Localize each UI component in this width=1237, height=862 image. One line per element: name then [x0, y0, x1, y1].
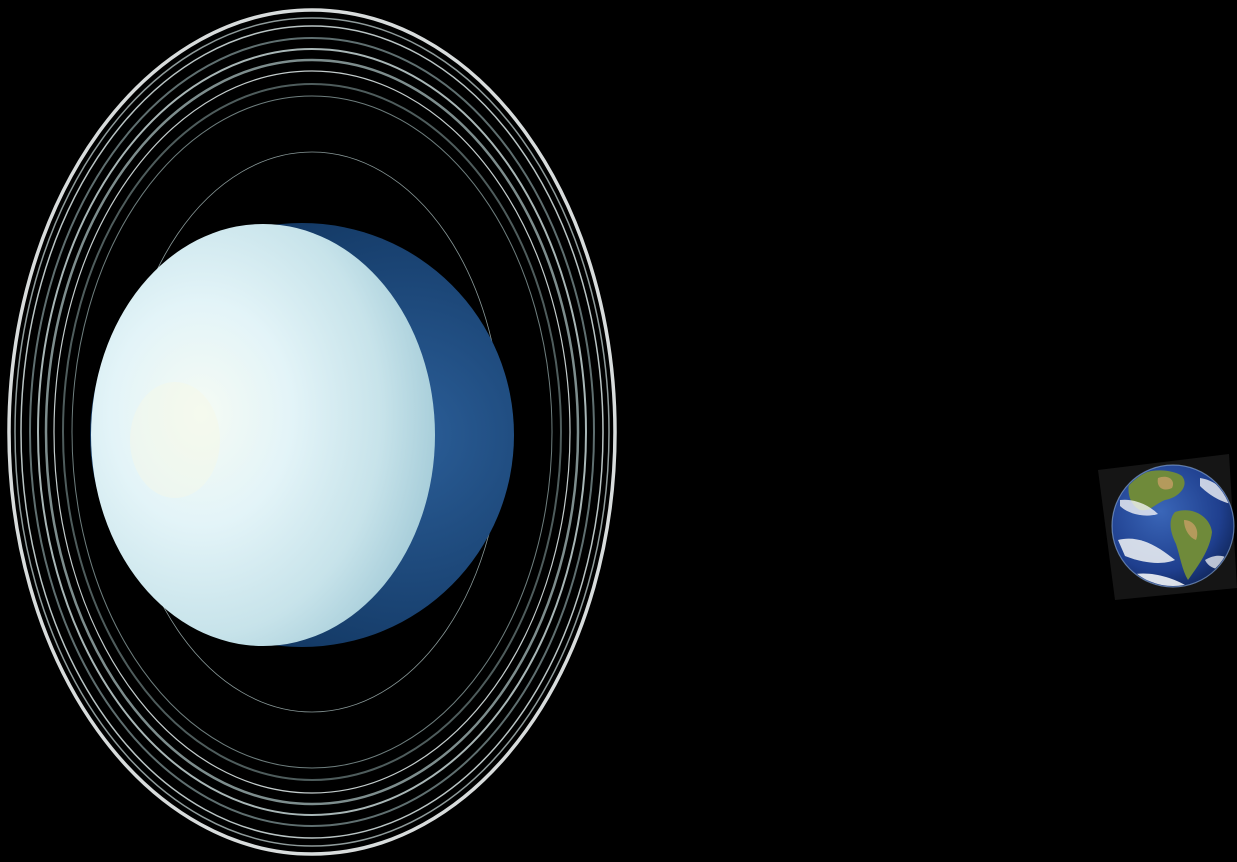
uranus-planet	[90, 223, 514, 647]
earth-planet	[1098, 454, 1237, 600]
